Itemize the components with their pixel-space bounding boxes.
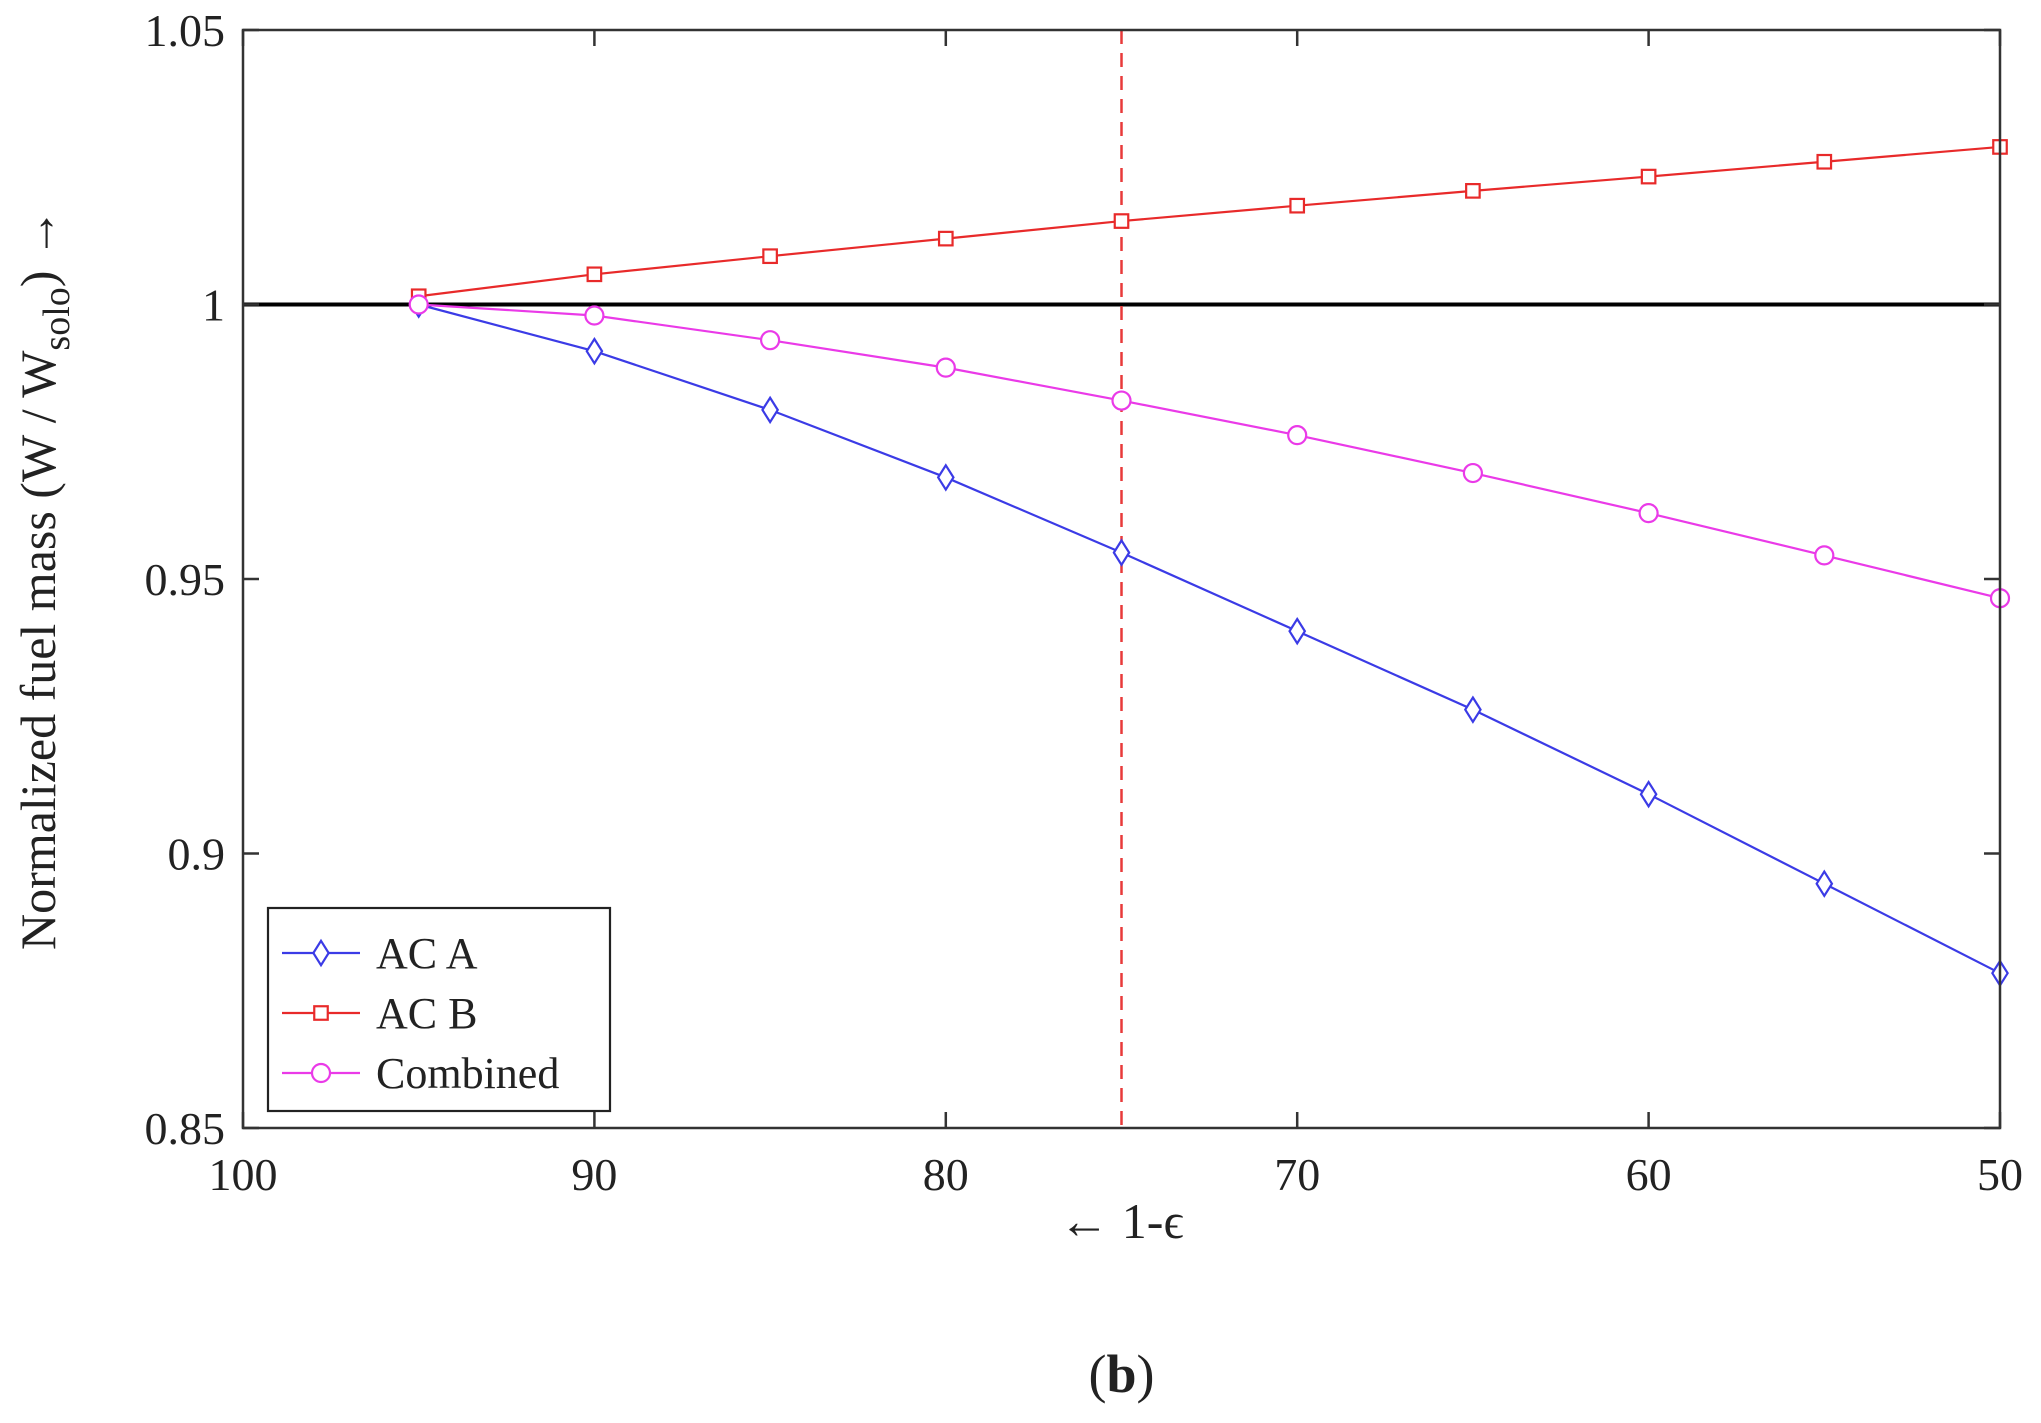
panel-label-close: ) <box>1137 1344 1155 1404</box>
series-line-combined <box>418 303 2001 600</box>
x-tick-label: 70 <box>1274 1149 1320 1200</box>
panel-label-letter: b <box>1106 1344 1136 1404</box>
data-point-ac-a <box>1112 538 1131 567</box>
data-point-combined <box>1638 503 1659 524</box>
x-tick-label: 90 <box>571 1149 617 1200</box>
data-point-ac-a <box>936 463 955 492</box>
data-point-ac-a <box>1463 695 1482 724</box>
data-point-combined <box>1111 390 1132 411</box>
data-point-combined <box>759 330 781 351</box>
data-point-ac-b <box>1640 168 1657 185</box>
x-tick-label: 80 <box>923 1149 969 1200</box>
data-point-ac-a <box>1815 869 1834 898</box>
data-point-ac-a <box>761 395 780 425</box>
y-tick-label: 0.9 <box>168 829 226 880</box>
data-point-combined <box>1814 545 1835 566</box>
legend-marker <box>310 1062 332 1084</box>
y-axis-title-main: Normalized fuel mass (W / W <box>10 350 66 950</box>
y-tick-label: 1.05 <box>145 5 226 56</box>
y-tick-label: 0.85 <box>145 1103 226 1154</box>
data-point-combined <box>584 305 605 326</box>
data-point-combined <box>1462 462 1484 484</box>
series-line-ac-b <box>418 145 2001 298</box>
legend-label: Combined <box>376 1049 559 1098</box>
legend-marker <box>312 938 330 968</box>
data-point-combined <box>935 357 956 378</box>
y-tick-label: 1 <box>202 280 225 331</box>
series-line-ac-a <box>418 303 2001 975</box>
data-point-ac-b <box>1113 213 1130 229</box>
y-axis-title-subscript: solo <box>36 287 78 350</box>
data-point-ac-b <box>1465 183 1481 199</box>
data-point-ac-a <box>585 336 604 366</box>
data-point-combined <box>1287 425 1308 446</box>
panel-label-open: ( <box>1088 1344 1106 1404</box>
legend-marker <box>313 1005 329 1021</box>
data-point-ac-b <box>1816 153 1833 170</box>
y-tick-label: 0.95 <box>145 554 226 605</box>
data-point-ac-b <box>762 248 778 265</box>
x-axis-title: ← 1-ϵ <box>1059 1193 1183 1249</box>
panel-label: (b) <box>1088 1344 1154 1404</box>
axes: 100 90 80 70 60 50 0.85 0.9 0.95 1 1.05 <box>145 5 2024 1200</box>
data-point-ac-b <box>1289 197 1306 214</box>
x-tick-label: 100 <box>209 1149 278 1200</box>
legend-label: AC B <box>376 989 477 1038</box>
x-tick-label: 50 <box>1977 1149 2023 1200</box>
y-axis-title-suffix: ) → <box>10 208 66 287</box>
legend: AC A AC B Combined <box>266 906 612 1113</box>
data-point-combined <box>408 294 429 315</box>
data-point-ac-a <box>1639 779 1658 809</box>
data-point-ac-b <box>937 230 954 247</box>
data-point-ac-a <box>1288 616 1307 646</box>
legend-label: AC A <box>376 929 478 978</box>
x-tick-label: 60 <box>1626 1149 1672 1200</box>
y-axis-title: Normalized fuel mass (W / Wsolo) → <box>10 208 78 950</box>
data-point-ac-b <box>586 266 603 283</box>
